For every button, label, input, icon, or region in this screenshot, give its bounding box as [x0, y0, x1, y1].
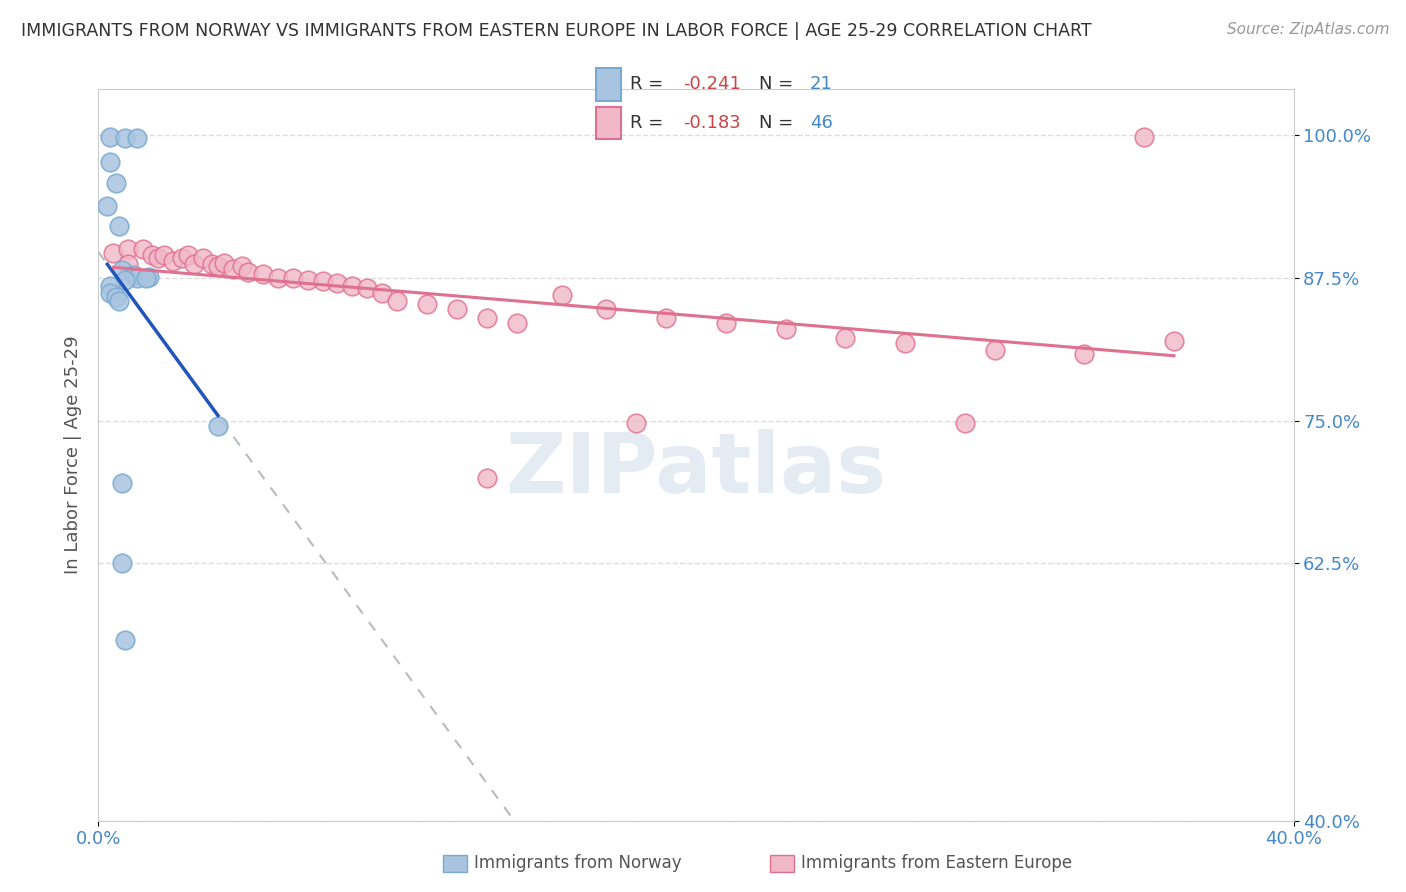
Point: [108, 293, 131, 308]
Point: [103, 245, 125, 260]
Text: R =: R =: [630, 113, 664, 132]
Point: [111, 557, 134, 571]
Text: ZIPatlas: ZIPatlas: [506, 429, 886, 510]
Point: [132, 242, 155, 256]
Text: 21: 21: [810, 76, 832, 94]
Point: [984, 343, 1007, 357]
Point: [1133, 130, 1156, 145]
Point: [595, 301, 617, 316]
Text: 46: 46: [810, 113, 832, 132]
Point: [371, 285, 394, 300]
Text: Immigrants from Eastern Europe: Immigrants from Eastern Europe: [801, 855, 1073, 872]
Text: N =: N =: [759, 113, 793, 132]
Point: [775, 322, 797, 336]
Point: [834, 331, 856, 345]
Y-axis label: In Labor Force | Age 25-29: In Labor Force | Age 25-29: [63, 335, 82, 574]
Point: [117, 257, 139, 271]
Text: N =: N =: [759, 76, 793, 94]
FancyBboxPatch shape: [596, 106, 621, 139]
Point: [127, 270, 149, 285]
Point: [252, 268, 274, 282]
Point: [231, 260, 253, 274]
Point: [117, 242, 139, 256]
Point: [114, 273, 136, 287]
Point: [207, 260, 229, 274]
Point: [626, 416, 648, 430]
Point: [98, 285, 122, 300]
Point: [212, 256, 235, 270]
Point: [105, 290, 128, 304]
Point: [127, 131, 149, 145]
Point: [1163, 334, 1185, 348]
Point: [98, 130, 122, 145]
Point: [655, 310, 678, 325]
Point: [894, 335, 917, 350]
Point: [172, 252, 194, 266]
Point: [114, 633, 136, 648]
FancyBboxPatch shape: [596, 69, 621, 101]
Point: [356, 281, 378, 295]
Point: [953, 416, 976, 430]
Point: [191, 252, 214, 266]
Point: [111, 262, 134, 277]
Point: [124, 268, 146, 283]
Text: -0.183: -0.183: [683, 113, 741, 132]
Point: [222, 261, 245, 276]
Point: [714, 317, 737, 331]
Point: [108, 219, 131, 234]
Point: [281, 270, 304, 285]
Point: [148, 252, 170, 266]
Text: Source: ZipAtlas.com: Source: ZipAtlas.com: [1226, 22, 1389, 37]
Point: [506, 317, 529, 331]
Point: [326, 277, 349, 291]
Point: [475, 310, 498, 325]
Point: [550, 288, 572, 302]
Point: [114, 131, 136, 145]
Text: Immigrants from Norway: Immigrants from Norway: [474, 855, 682, 872]
Point: [475, 471, 498, 485]
Point: [98, 278, 122, 293]
Text: IMMIGRANTS FROM NORWAY VS IMMIGRANTS FROM EASTERN EUROPE IN LABOR FORCE | AGE 25: IMMIGRANTS FROM NORWAY VS IMMIGRANTS FRO…: [21, 22, 1091, 40]
Point: [207, 419, 229, 434]
Point: [385, 293, 409, 308]
Point: [1073, 347, 1095, 361]
Point: [416, 297, 439, 311]
Point: [162, 253, 184, 268]
Point: [267, 270, 290, 285]
Point: [111, 476, 134, 491]
Point: [297, 273, 319, 287]
Point: [342, 278, 364, 293]
Point: [236, 265, 259, 279]
Point: [446, 301, 468, 316]
Point: [177, 248, 200, 262]
Point: [96, 199, 118, 213]
Point: [135, 270, 157, 285]
Point: [138, 269, 160, 284]
Point: [201, 257, 224, 271]
Point: [141, 248, 163, 262]
Text: R =: R =: [630, 76, 664, 94]
Text: -0.241: -0.241: [683, 76, 741, 94]
Point: [311, 274, 333, 288]
Point: [105, 176, 128, 190]
Point: [98, 155, 122, 169]
Point: [183, 257, 205, 271]
Point: [153, 248, 176, 262]
